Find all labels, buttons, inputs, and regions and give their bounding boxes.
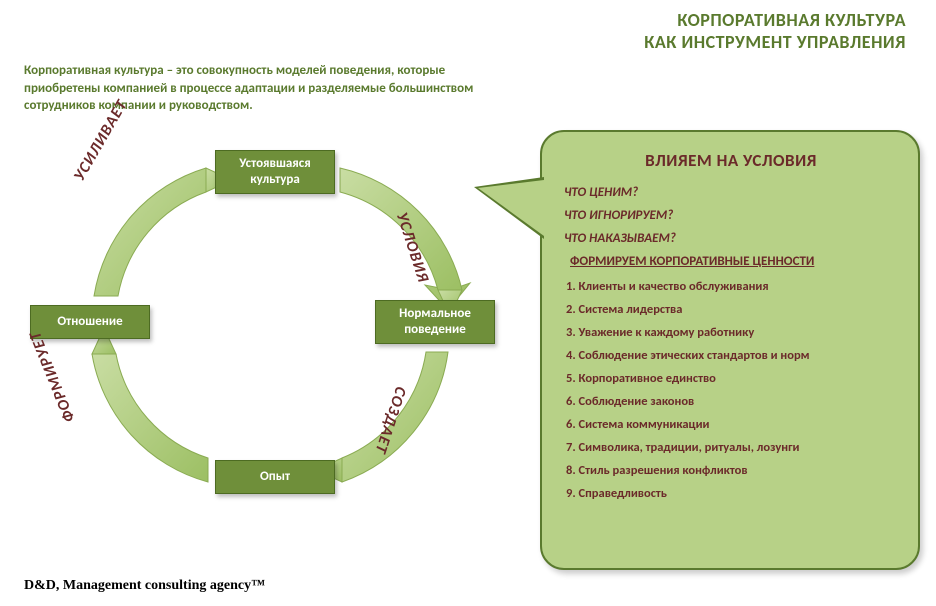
cycle-node-right: Нормальное поведение bbox=[375, 300, 495, 344]
cycle-node-bottom: Опыт bbox=[215, 460, 335, 494]
cycle-node-left: Отношение bbox=[30, 305, 150, 339]
title-line2: КАК ИНСТРУМЕНТ УПРАВЛЕНИЯ bbox=[644, 32, 906, 54]
bubble-question: ЧТО ЦЕНИМ? bbox=[564, 185, 898, 200]
value-item: 6. Соблюдение законов bbox=[566, 394, 898, 409]
values-list: 1. Клиенты и качество обслуживания 2. Сис… bbox=[564, 279, 898, 501]
cycle-diagram: Устоявшаяся культураНормальное поведение… bbox=[30, 140, 490, 540]
conditions-bubble: ВЛИЯЕМ НА УСЛОВИЯ ЧТО ЦЕНИМ? ЧТО ИГНОРИРУ… bbox=[540, 130, 920, 570]
bubble-heading: ВЛИЯЕМ НА УСЛОВИЯ bbox=[564, 150, 898, 171]
value-item: 9. Справедливость bbox=[566, 486, 898, 501]
cycle-node-top: Устоявшаяся культура bbox=[215, 150, 335, 194]
edge-label-right-bottom: СОЗДАЕТ bbox=[370, 384, 410, 456]
bubble-question: ЧТО НАКАЗЫВАЕМ? bbox=[564, 231, 898, 246]
value-item: 2. Система лидерства bbox=[566, 302, 898, 317]
page-title: КОРПОРАТИВНАЯ КУЛЬТУРА КАК ИНСТРУМЕНТ УП… bbox=[644, 10, 906, 53]
edge-label-bottom-left: ФОРМИРУЕТ bbox=[26, 328, 80, 425]
bubble-tail bbox=[478, 180, 544, 236]
value-item: 8. Стиль разрешения конфликтов bbox=[566, 463, 898, 478]
intro-text: Корпоративная культура – это совокупност… bbox=[24, 62, 474, 115]
value-item: 4. Соблюдение этических стандартов и нор… bbox=[566, 348, 898, 363]
value-item: 1. Клиенты и качество обслуживания bbox=[566, 279, 898, 294]
edge-label-top-right: УСЛОВИЯ bbox=[392, 210, 433, 285]
footer-text: D&D, Management consulting agency™ bbox=[24, 578, 265, 594]
value-item: 5. Корпоративное единство bbox=[566, 371, 898, 386]
value-item: 7. Символика, традиции, ритуалы, лозунги bbox=[566, 440, 898, 455]
bubble-question: ЧТО ИГНОРИРУЕМ? bbox=[564, 208, 898, 223]
value-item: 3. Уважение к каждому работнику bbox=[566, 325, 898, 340]
title-line1: КОРПОРАТИВНАЯ КУЛЬТУРА bbox=[644, 10, 906, 32]
bubble-subheading: ФОРМИРУЕМ КОРПОРАТИВНЫЕ ЦЕННОСТИ bbox=[564, 254, 898, 269]
value-item: 6. Система коммуникации bbox=[566, 417, 898, 432]
